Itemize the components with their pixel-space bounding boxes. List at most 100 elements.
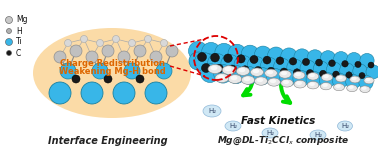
Ellipse shape: [222, 66, 236, 74]
Circle shape: [359, 72, 365, 79]
Ellipse shape: [241, 76, 255, 84]
Ellipse shape: [310, 130, 326, 140]
Circle shape: [319, 72, 335, 88]
Ellipse shape: [337, 76, 343, 79]
Circle shape: [104, 75, 112, 83]
Circle shape: [65, 40, 71, 47]
Circle shape: [54, 51, 66, 63]
Circle shape: [113, 82, 135, 104]
Ellipse shape: [228, 75, 242, 83]
Circle shape: [6, 39, 12, 45]
Circle shape: [49, 82, 71, 104]
Ellipse shape: [239, 68, 245, 72]
Circle shape: [228, 65, 236, 74]
Ellipse shape: [322, 83, 328, 87]
Ellipse shape: [360, 86, 370, 93]
Circle shape: [189, 52, 207, 70]
Circle shape: [201, 64, 211, 72]
Ellipse shape: [253, 69, 259, 73]
Circle shape: [161, 40, 167, 47]
Circle shape: [333, 73, 347, 88]
Circle shape: [280, 69, 296, 86]
Circle shape: [326, 62, 342, 77]
Ellipse shape: [347, 85, 357, 92]
Ellipse shape: [350, 76, 360, 83]
Ellipse shape: [307, 73, 319, 80]
Text: H₂: H₂: [314, 132, 322, 138]
Circle shape: [215, 43, 233, 62]
Circle shape: [319, 70, 327, 77]
Circle shape: [339, 63, 355, 78]
Circle shape: [254, 66, 262, 75]
Circle shape: [228, 44, 246, 62]
Ellipse shape: [244, 77, 250, 81]
Circle shape: [287, 59, 303, 76]
Circle shape: [197, 53, 206, 61]
Circle shape: [156, 63, 172, 79]
Text: H: H: [16, 26, 22, 35]
Circle shape: [274, 58, 290, 75]
Text: H₂: H₂: [208, 108, 216, 114]
Circle shape: [342, 61, 348, 67]
Circle shape: [195, 53, 214, 72]
Circle shape: [227, 66, 245, 84]
Circle shape: [328, 60, 335, 67]
Circle shape: [268, 47, 284, 64]
Ellipse shape: [336, 75, 346, 82]
Circle shape: [113, 35, 119, 42]
Ellipse shape: [366, 78, 370, 81]
Circle shape: [253, 67, 271, 85]
Circle shape: [307, 50, 323, 65]
Ellipse shape: [211, 66, 217, 70]
Circle shape: [234, 55, 252, 73]
Circle shape: [316, 59, 322, 66]
Circle shape: [72, 75, 80, 83]
Text: H₂: H₂: [229, 123, 237, 129]
Circle shape: [6, 50, 11, 56]
Circle shape: [136, 75, 144, 83]
Ellipse shape: [236, 67, 249, 75]
Circle shape: [102, 45, 114, 57]
Circle shape: [345, 74, 360, 89]
Circle shape: [355, 61, 361, 67]
Circle shape: [313, 61, 329, 77]
Circle shape: [360, 53, 374, 68]
Ellipse shape: [225, 67, 231, 71]
Circle shape: [276, 57, 284, 64]
Ellipse shape: [203, 105, 221, 117]
Ellipse shape: [352, 77, 356, 80]
Circle shape: [118, 51, 130, 63]
Circle shape: [237, 55, 245, 63]
Ellipse shape: [295, 72, 301, 76]
Circle shape: [92, 63, 108, 79]
Ellipse shape: [309, 74, 315, 77]
Text: Charge Redistribution: Charge Redistribution: [59, 59, 164, 69]
Ellipse shape: [293, 71, 305, 79]
Circle shape: [208, 53, 226, 72]
Ellipse shape: [265, 69, 277, 77]
Circle shape: [267, 67, 275, 75]
Circle shape: [263, 56, 271, 64]
Text: H₂: H₂: [341, 123, 349, 129]
Circle shape: [281, 48, 297, 64]
Circle shape: [260, 57, 277, 74]
Circle shape: [254, 46, 271, 63]
Circle shape: [6, 16, 12, 24]
Circle shape: [215, 64, 223, 73]
Circle shape: [353, 64, 367, 78]
Ellipse shape: [279, 70, 291, 78]
Circle shape: [293, 69, 301, 76]
Circle shape: [294, 49, 310, 65]
Circle shape: [241, 45, 259, 63]
Ellipse shape: [294, 80, 306, 88]
Ellipse shape: [296, 81, 302, 85]
Circle shape: [189, 42, 208, 61]
Circle shape: [145, 82, 167, 104]
Ellipse shape: [309, 82, 315, 86]
Circle shape: [81, 35, 87, 42]
Ellipse shape: [335, 84, 341, 88]
Circle shape: [200, 64, 220, 82]
Ellipse shape: [225, 121, 241, 131]
Text: Mg@DL-Ti$_2$CCl$_x$ composite: Mg@DL-Ti$_2$CCl$_x$ composite: [217, 135, 349, 147]
Circle shape: [60, 63, 76, 79]
